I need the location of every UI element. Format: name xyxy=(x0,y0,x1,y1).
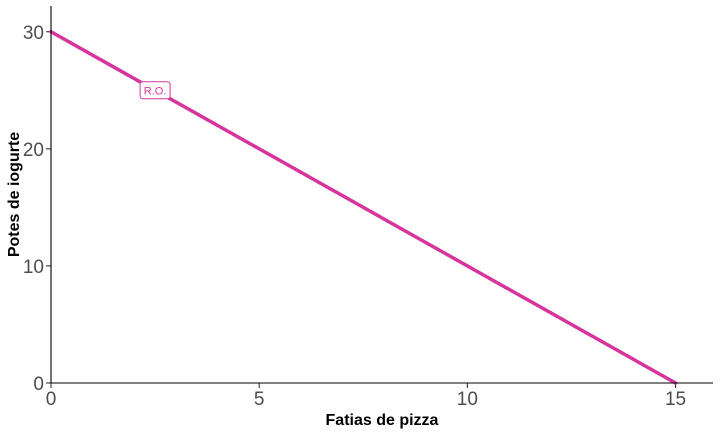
y-tick-label: 20 xyxy=(23,140,44,161)
y-axis-title: Potes de iogurte xyxy=(6,132,23,257)
y-axis-ticks: 0 10 20 30 xyxy=(23,23,51,395)
x-tick-label: 5 xyxy=(254,389,265,410)
y-tick-label: 30 xyxy=(23,23,44,44)
x-tick-label: 15 xyxy=(665,389,686,410)
x-axis-ticks: 0 5 10 15 xyxy=(46,383,686,410)
annotation-box xyxy=(139,81,171,100)
y-tick-label: 10 xyxy=(23,257,44,278)
x-axis-title: Fatias de pizza xyxy=(326,412,439,429)
y-tick-label: 0 xyxy=(33,374,44,395)
annotation-label: R.O. xyxy=(139,81,171,100)
annotations-layer: R.O. xyxy=(139,81,171,100)
x-tick-label: 10 xyxy=(457,389,478,410)
x-tick-label: 0 xyxy=(46,389,57,410)
annotation-text: R.O. xyxy=(144,85,167,97)
